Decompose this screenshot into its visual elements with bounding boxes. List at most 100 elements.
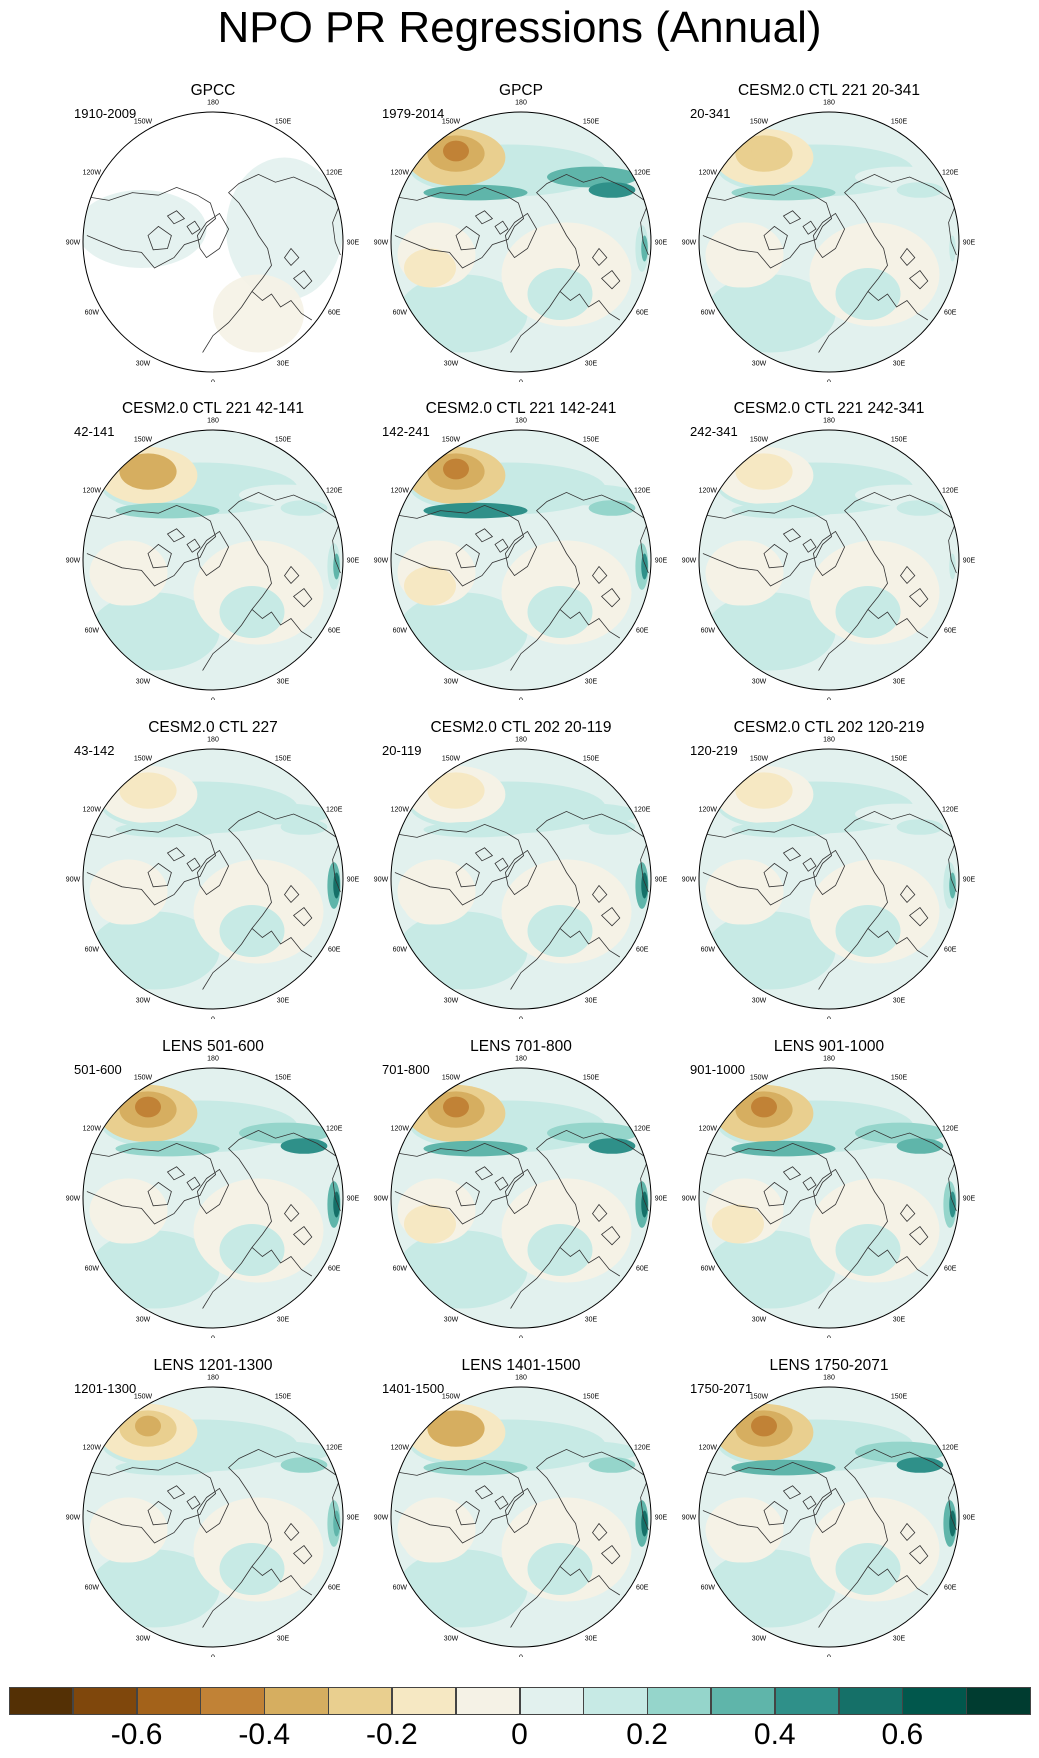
anomaly-patch (641, 1191, 648, 1218)
anomaly-patch (855, 1441, 946, 1463)
anomaly-patch (219, 1543, 285, 1595)
anomaly-patch (423, 1459, 528, 1476)
anomaly-patch (712, 248, 764, 288)
longitude-label: 30W (444, 679, 459, 686)
coastline (867, 1566, 929, 1596)
coastline (196, 212, 230, 259)
anomaly-patch (949, 1191, 956, 1218)
longitude-label: 120E (326, 1126, 343, 1133)
panel-period: 20-119 (382, 743, 422, 758)
longitude-label: 90W (66, 1515, 81, 1522)
coastline (782, 210, 802, 225)
panel-period: 120-219 (690, 743, 738, 758)
longitude-label: 150W (750, 755, 769, 762)
longitude-label: 30W (444, 998, 459, 1005)
coastline (701, 1461, 833, 1544)
anomaly-patch (855, 166, 946, 188)
coastline (867, 609, 929, 639)
coastline (899, 1522, 916, 1541)
coastline (908, 588, 929, 608)
coastline (85, 186, 217, 269)
longitude-label: 120E (942, 488, 959, 495)
coastline (948, 1158, 957, 1212)
longitude-label: 150E (583, 1074, 600, 1081)
coastline (812, 849, 846, 896)
colorbar-swatch (710, 1687, 776, 1715)
coastline (147, 862, 172, 888)
coastline (559, 609, 621, 639)
coastline (818, 810, 957, 990)
longitude-label: 180 (207, 737, 219, 744)
longitude-label: 150W (134, 1074, 153, 1081)
coastline (600, 270, 621, 290)
coastline (948, 520, 957, 574)
anomaly-patch (705, 1549, 836, 1628)
polar-map: 180 150E 120E 90E 60E 30E 0 30W 60W 90W 120W 150W (682, 1056, 976, 1339)
map-panel: GPCP 1979-2014 180 150E 120E 90E 60E 30E 0 30W 60W… (371, 82, 671, 382)
anomaly-patch (588, 819, 636, 835)
coastline (292, 588, 313, 608)
coastline (802, 538, 817, 553)
anomaly-patch (855, 484, 946, 506)
coastline (186, 1495, 201, 1510)
anomaly-patch (280, 819, 328, 835)
longitude-label: 90W (374, 240, 389, 247)
longitude-label: 120E (634, 1445, 651, 1452)
longitude-label: 60E (328, 1585, 341, 1592)
coastline (494, 220, 509, 235)
coastline (283, 565, 300, 584)
coastline (782, 528, 802, 543)
colorbar-tick-label: -0.2 (366, 1718, 418, 1751)
anomaly-patch (423, 184, 528, 201)
anomaly-patch (588, 1138, 636, 1154)
longitude-label: 90W (682, 240, 697, 247)
longitude-label: 180 (207, 1056, 219, 1063)
longitude-label: 60E (636, 310, 649, 317)
map-panel: CESM2.0 CTL 221 42-141 42-141 180 150E 120E 9… (63, 400, 363, 700)
coastline (393, 186, 525, 269)
longitude-label: 60W (85, 1585, 100, 1592)
coastline (559, 1247, 621, 1277)
longitude-label: 30E (277, 1317, 290, 1324)
longitude-label: 30E (585, 1317, 598, 1324)
longitude-label: 0 (827, 1336, 831, 1339)
longitude-label: 150E (583, 1393, 600, 1400)
anomaly-patch (96, 566, 148, 606)
anomaly-patch (896, 182, 944, 198)
coastline (147, 1181, 172, 1207)
coastline (782, 847, 802, 862)
longitude-label: 180 (823, 1056, 835, 1063)
longitude-label: 90W (66, 877, 81, 884)
anomaly-patch (404, 566, 456, 606)
longitude-label: 90E (347, 1196, 360, 1203)
coastline (332, 202, 341, 256)
panel-title: CESM2.0 CTL 202 120-219 (733, 719, 925, 736)
panel-period: 242-341 (690, 424, 738, 439)
longitude-label: 120E (634, 488, 651, 495)
longitude-label: 180 (515, 1056, 527, 1063)
map-panel: CESM2.0 CTL 227 43-142 180 150E 120E 90E 60E 30… (63, 719, 363, 1019)
colorbar-swatch (774, 1687, 840, 1715)
longitude-label: 0 (211, 380, 215, 383)
coastline (202, 1448, 341, 1628)
colorbar-swatch (519, 1687, 584, 1715)
coastline (332, 1477, 341, 1531)
coastline (591, 1203, 608, 1222)
longitude-label: 180 (207, 1375, 219, 1382)
coastline (166, 210, 186, 225)
coastline (600, 1545, 621, 1565)
anomaly-patch (855, 1122, 946, 1144)
longitude-label: 60W (85, 947, 100, 954)
longitude-label: 60E (328, 310, 341, 317)
coastline (591, 884, 608, 903)
longitude-label: 180 (515, 100, 527, 107)
longitude-label: 150W (750, 118, 769, 125)
coastline (455, 1500, 480, 1526)
anomaly-patch (712, 885, 764, 925)
panel-title: LENS 701-800 (470, 1038, 572, 1055)
coastline (763, 1181, 788, 1207)
anomaly-patch (219, 905, 285, 957)
anomaly-patch (219, 586, 285, 638)
anomaly-patch (96, 1204, 148, 1244)
coastline (802, 1176, 817, 1191)
